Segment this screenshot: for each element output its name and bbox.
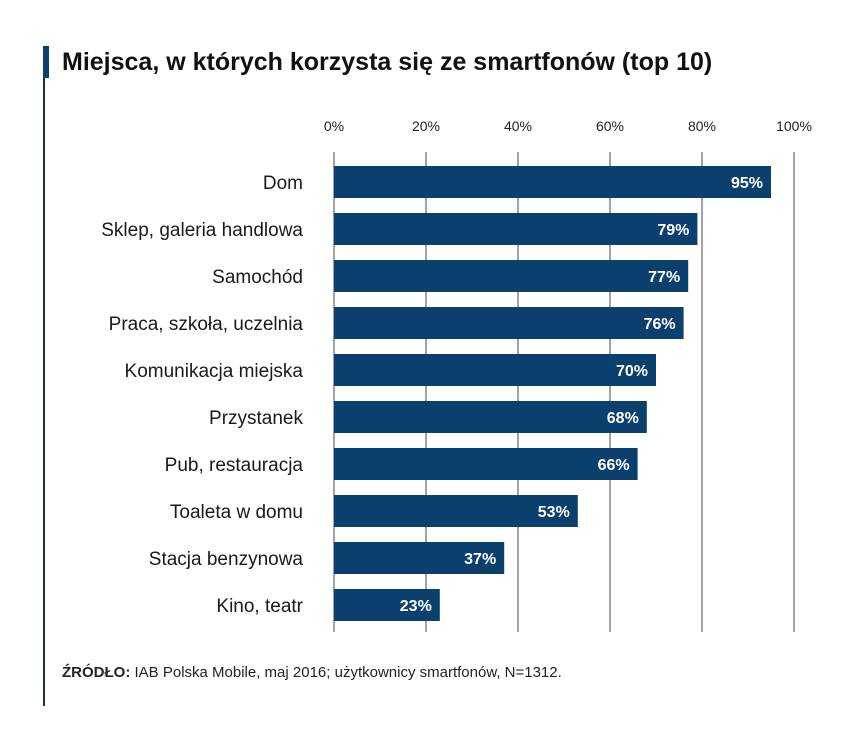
bar-7 (334, 495, 578, 527)
bar-9 (334, 589, 440, 621)
category-label-7: Toaleta w domu (170, 502, 303, 523)
bar-8 (334, 542, 505, 574)
bar-1 (334, 213, 698, 245)
title-accent-bar (43, 46, 49, 78)
value-label-7: 53% (538, 504, 570, 521)
source-label: ŹRÓDŁO: (62, 664, 131, 681)
category-label-4: Komunikacja miejska (125, 361, 304, 382)
x-tick-label-100: 100% (776, 118, 812, 134)
category-label-3: Praca, szkoła, uczelnia (109, 314, 304, 335)
category-label-9: Kino, teatr (216, 596, 303, 617)
bar-0 (334, 166, 771, 198)
value-label-4: 70% (616, 363, 648, 380)
category-label-1: Sklep, galeria handlowa (101, 220, 303, 241)
x-tick-label-40: 40% (504, 118, 532, 134)
category-label-0: Dom (263, 173, 303, 194)
category-label-2: Samochód (212, 267, 303, 288)
category-label-8: Stacja benzynowa (149, 549, 304, 570)
source-note: ŹRÓDŁO: IAB Polska Mobile, maj 2016; uży… (62, 664, 562, 681)
value-label-2: 77% (648, 269, 680, 286)
value-label-8: 37% (464, 551, 496, 568)
bar-4 (334, 354, 656, 386)
bar-3 (334, 307, 684, 339)
value-label-9: 23% (400, 598, 432, 615)
value-label-3: 76% (644, 316, 676, 333)
category-label-6: Pub, restauracja (165, 455, 304, 476)
x-tick-label-20: 20% (412, 118, 440, 134)
x-tick-label-80: 80% (688, 118, 716, 134)
chart-title: Miejsca, w których korzysta się ze smart… (62, 48, 713, 76)
value-label-0: 95% (731, 175, 763, 192)
left-rule (43, 46, 45, 706)
x-tick-label-60: 60% (596, 118, 624, 134)
value-label-1: 79% (657, 222, 689, 239)
bar-5 (334, 401, 647, 433)
value-label-6: 66% (598, 457, 630, 474)
x-tick-label-0: 0% (324, 118, 344, 134)
bar-2 (334, 260, 689, 292)
bar-6 (334, 448, 638, 480)
value-label-5: 68% (607, 410, 639, 427)
category-label-5: Przystanek (209, 408, 303, 429)
source-text: IAB Polska Mobile, maj 2016; użytkownicy… (134, 664, 562, 681)
